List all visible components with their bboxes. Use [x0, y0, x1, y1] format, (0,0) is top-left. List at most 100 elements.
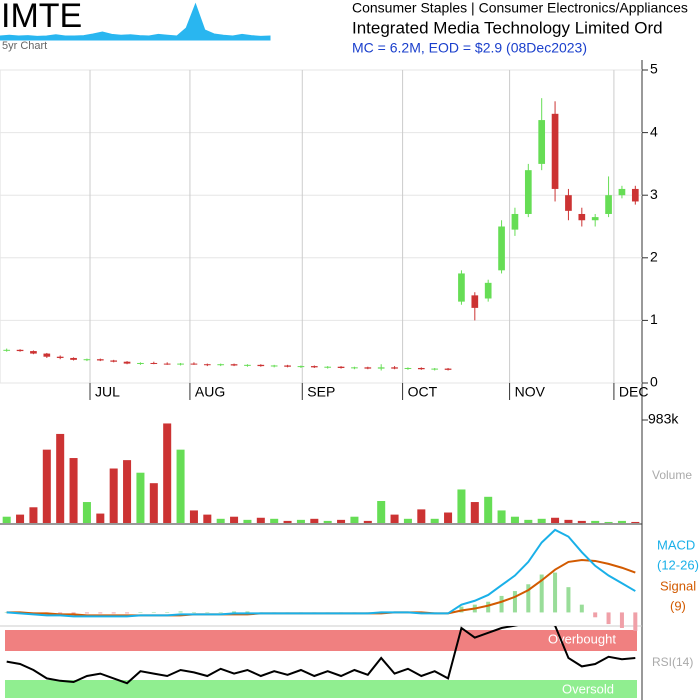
signal-label: Signal — [660, 578, 696, 593]
volume-bar — [430, 518, 439, 523]
volume-bar — [337, 519, 346, 523]
macd-histogram — [191, 612, 196, 613]
volume-bar — [96, 513, 105, 523]
volume-bar — [176, 449, 185, 523]
x-tick-label: OCT — [408, 384, 438, 400]
candle-body — [177, 363, 184, 365]
volume-bar — [163, 423, 172, 523]
candle-body — [96, 359, 104, 361]
volume-bar — [56, 433, 65, 523]
candle-body — [230, 364, 238, 366]
volume-bar — [551, 517, 560, 523]
volume-bar — [283, 520, 292, 523]
volume-bar — [270, 518, 279, 523]
volume-bar — [470, 502, 479, 523]
volume-bar — [123, 460, 132, 523]
macd-histogram — [245, 611, 250, 613]
x-tick-label: DEC — [619, 384, 649, 400]
y-tick-label: 1 — [650, 311, 658, 327]
candle-body — [56, 356, 64, 358]
price-panel — [0, 69, 643, 384]
y-tick-label: 2 — [650, 249, 658, 265]
candle-body — [538, 120, 546, 164]
candle-body — [484, 282, 492, 299]
macd-histogram — [499, 595, 504, 613]
volume-bar — [444, 512, 453, 523]
volume-bar — [310, 518, 319, 523]
volume-bar — [256, 517, 265, 523]
macd-histogram — [553, 572, 558, 613]
candle-body — [551, 113, 559, 189]
candle-body — [565, 195, 572, 211]
overbought-label: Overbought — [548, 631, 616, 646]
x-tick-label: JUL — [95, 384, 120, 400]
macd-histogram — [593, 612, 598, 618]
candle-body — [163, 363, 171, 365]
x-tick-label: SEP — [307, 384, 335, 400]
candle-body — [270, 365, 278, 367]
macd-histogram — [633, 612, 638, 631]
macd-label: MACD — [657, 537, 695, 552]
macd-line — [6, 528, 636, 618]
candle-body — [137, 362, 144, 364]
candle-body — [123, 361, 131, 364]
candle-body — [511, 213, 519, 230]
candle-body — [83, 359, 91, 361]
y-tick-label: 4 — [650, 123, 658, 139]
volume-bar — [350, 516, 359, 523]
volume-bar — [149, 483, 158, 523]
candle-body — [203, 364, 211, 366]
volume-bar — [203, 514, 212, 523]
volume-bar — [577, 520, 586, 523]
summary: MC = 6.2M, EOD = $2.9 (08Dec2023) — [352, 40, 587, 56]
candle-body — [244, 364, 251, 366]
candle-body — [417, 367, 425, 370]
rsi-line — [6, 626, 636, 685]
candle-body — [524, 170, 532, 214]
candle-body — [631, 188, 639, 202]
volume-bar — [136, 472, 145, 523]
candle-body — [618, 188, 626, 196]
candle-body — [578, 213, 586, 221]
volume-bar — [109, 468, 118, 523]
candle-body — [431, 368, 439, 370]
volume-bar — [417, 509, 426, 523]
candle-body — [605, 195, 612, 214]
candle-body — [257, 364, 265, 367]
macd-histogram — [111, 612, 116, 614]
macd-histogram — [138, 612, 143, 613]
x-tick-label: AUG — [195, 384, 225, 400]
macd-histogram — [84, 612, 89, 614]
volume-bar — [323, 520, 332, 523]
volume-label: Volume — [652, 468, 692, 482]
candle-body — [284, 365, 291, 367]
volume-bar — [591, 520, 600, 523]
volume-bar — [510, 516, 519, 523]
candle-body — [377, 367, 385, 369]
volume-bar — [403, 518, 412, 523]
volume-bar — [230, 516, 239, 523]
candle-body — [297, 366, 305, 368]
candle-body — [30, 351, 37, 354]
candle-body — [498, 226, 505, 271]
volume-bar — [82, 502, 91, 523]
candle-body — [458, 273, 465, 302]
volume-bar — [29, 507, 38, 523]
volume-bar — [2, 516, 11, 523]
candle-body — [70, 357, 77, 360]
macd-histogram — [579, 604, 584, 613]
signal-period: (9) — [670, 598, 686, 613]
overbought-band — [5, 630, 637, 651]
macd-histogram — [151, 612, 156, 613]
macd-histogram — [125, 612, 130, 614]
macd-histogram — [205, 612, 210, 613]
volume-bar — [524, 519, 533, 523]
sparkline-label: 5yr Chart — [2, 40, 47, 52]
sparkline — [0, 2, 271, 41]
macd-histogram — [512, 591, 517, 613]
oversold-band — [5, 680, 637, 698]
y-tick-label: 0 — [650, 374, 658, 390]
candle-body — [3, 349, 11, 351]
